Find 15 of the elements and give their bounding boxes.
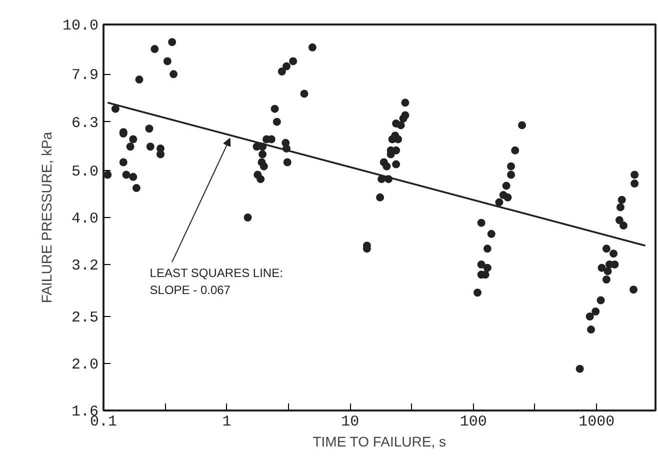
y-tick-label: 2.5	[71, 310, 99, 326]
annotation: LEAST SQUARES LINE: SLOPE - 0.067	[150, 266, 283, 297]
x-tick-label: 100	[460, 414, 487, 430]
y-tick-label: 5.0	[71, 164, 99, 180]
x-tick-label: 10	[341, 414, 360, 430]
y-tick-label: 3.2	[71, 258, 99, 274]
x-tick-label: 1000	[578, 414, 615, 430]
y-tick-label: 7.9	[71, 67, 99, 84]
y-axis-title: FAILURE PRESSURE, kPa	[38, 132, 54, 304]
x-tick-label: 1	[222, 414, 232, 430]
y-tick-label: 2.0	[71, 356, 99, 374]
y-tick-label: 6.3	[71, 114, 99, 132]
x-axis-title: TIME TO FAILURE, s	[312, 434, 446, 450]
y-tick-label: 10.0	[62, 18, 99, 34]
y-tick-label: 4.0	[71, 210, 99, 228]
